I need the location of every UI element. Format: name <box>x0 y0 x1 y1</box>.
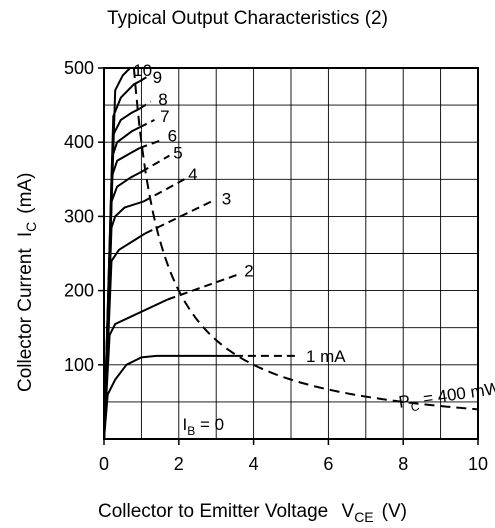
curve-label: 9 <box>153 68 162 87</box>
y-axis-symbol-sub: C <box>23 222 39 232</box>
curves <box>103 67 479 440</box>
grid <box>104 68 478 439</box>
x-tick-label: 0 <box>99 454 109 474</box>
y-tick-label: 200 <box>64 281 94 301</box>
x-axis-label: Collector to Emitter Voltage <box>98 501 328 522</box>
curve-ib-extension <box>167 273 239 301</box>
curve-ib-extension <box>139 138 165 150</box>
x-tick-label: 8 <box>398 454 408 474</box>
y-axis-unit: (mA) <box>15 173 36 214</box>
curve-ib-2 <box>103 298 169 440</box>
curve-ib-extension <box>138 76 148 83</box>
chart-title: Typical Output Characteristics (2) <box>107 8 388 29</box>
x-tick-label: 10 <box>468 454 488 474</box>
curve-label: 5 <box>173 144 182 163</box>
x-axis-symbol-sub: CE <box>354 509 373 525</box>
y-tick-label: 100 <box>64 355 94 375</box>
curve-label: 2 <box>244 262 253 281</box>
x-axis-symbol: V <box>342 501 355 522</box>
x-tick-label: 6 <box>323 454 333 474</box>
x-tick-label: 4 <box>249 454 259 474</box>
y-axis-label: Collector Current <box>15 248 36 392</box>
plot-frame <box>103 67 479 440</box>
curve-label: 7 <box>160 107 169 126</box>
x-tick-label: 2 <box>174 454 184 474</box>
y-axis-symbol: I <box>15 232 36 237</box>
power-dissipation-curve <box>132 67 479 411</box>
curve-label: 4 <box>188 165 197 184</box>
ib-zero-label: IB = 0 <box>183 415 225 438</box>
curve-ib-1-ma <box>103 354 235 440</box>
power-curve-label: PC = 400 mW <box>397 379 495 416</box>
curve-label: 8 <box>158 90 167 109</box>
y-tick-label: 500 <box>64 58 94 78</box>
curve-label: 3 <box>222 190 231 209</box>
y-tick-label: 300 <box>64 206 94 226</box>
curve-ib-extension <box>139 119 155 129</box>
curve-label: 1 mA <box>306 347 346 366</box>
y-tick-label: 400 <box>64 132 94 152</box>
curve-label: 10 <box>133 61 152 80</box>
x-axis-title: Collector to Emitter Voltage VCE (V) <box>98 501 407 525</box>
curve-ib-10 <box>103 67 131 440</box>
curve-ib-extension <box>138 100 152 110</box>
y-axis-title: Collector Current IC (mA) <box>15 173 39 392</box>
x-axis-unit: (V) <box>382 501 407 522</box>
curve-label: 6 <box>168 127 177 146</box>
